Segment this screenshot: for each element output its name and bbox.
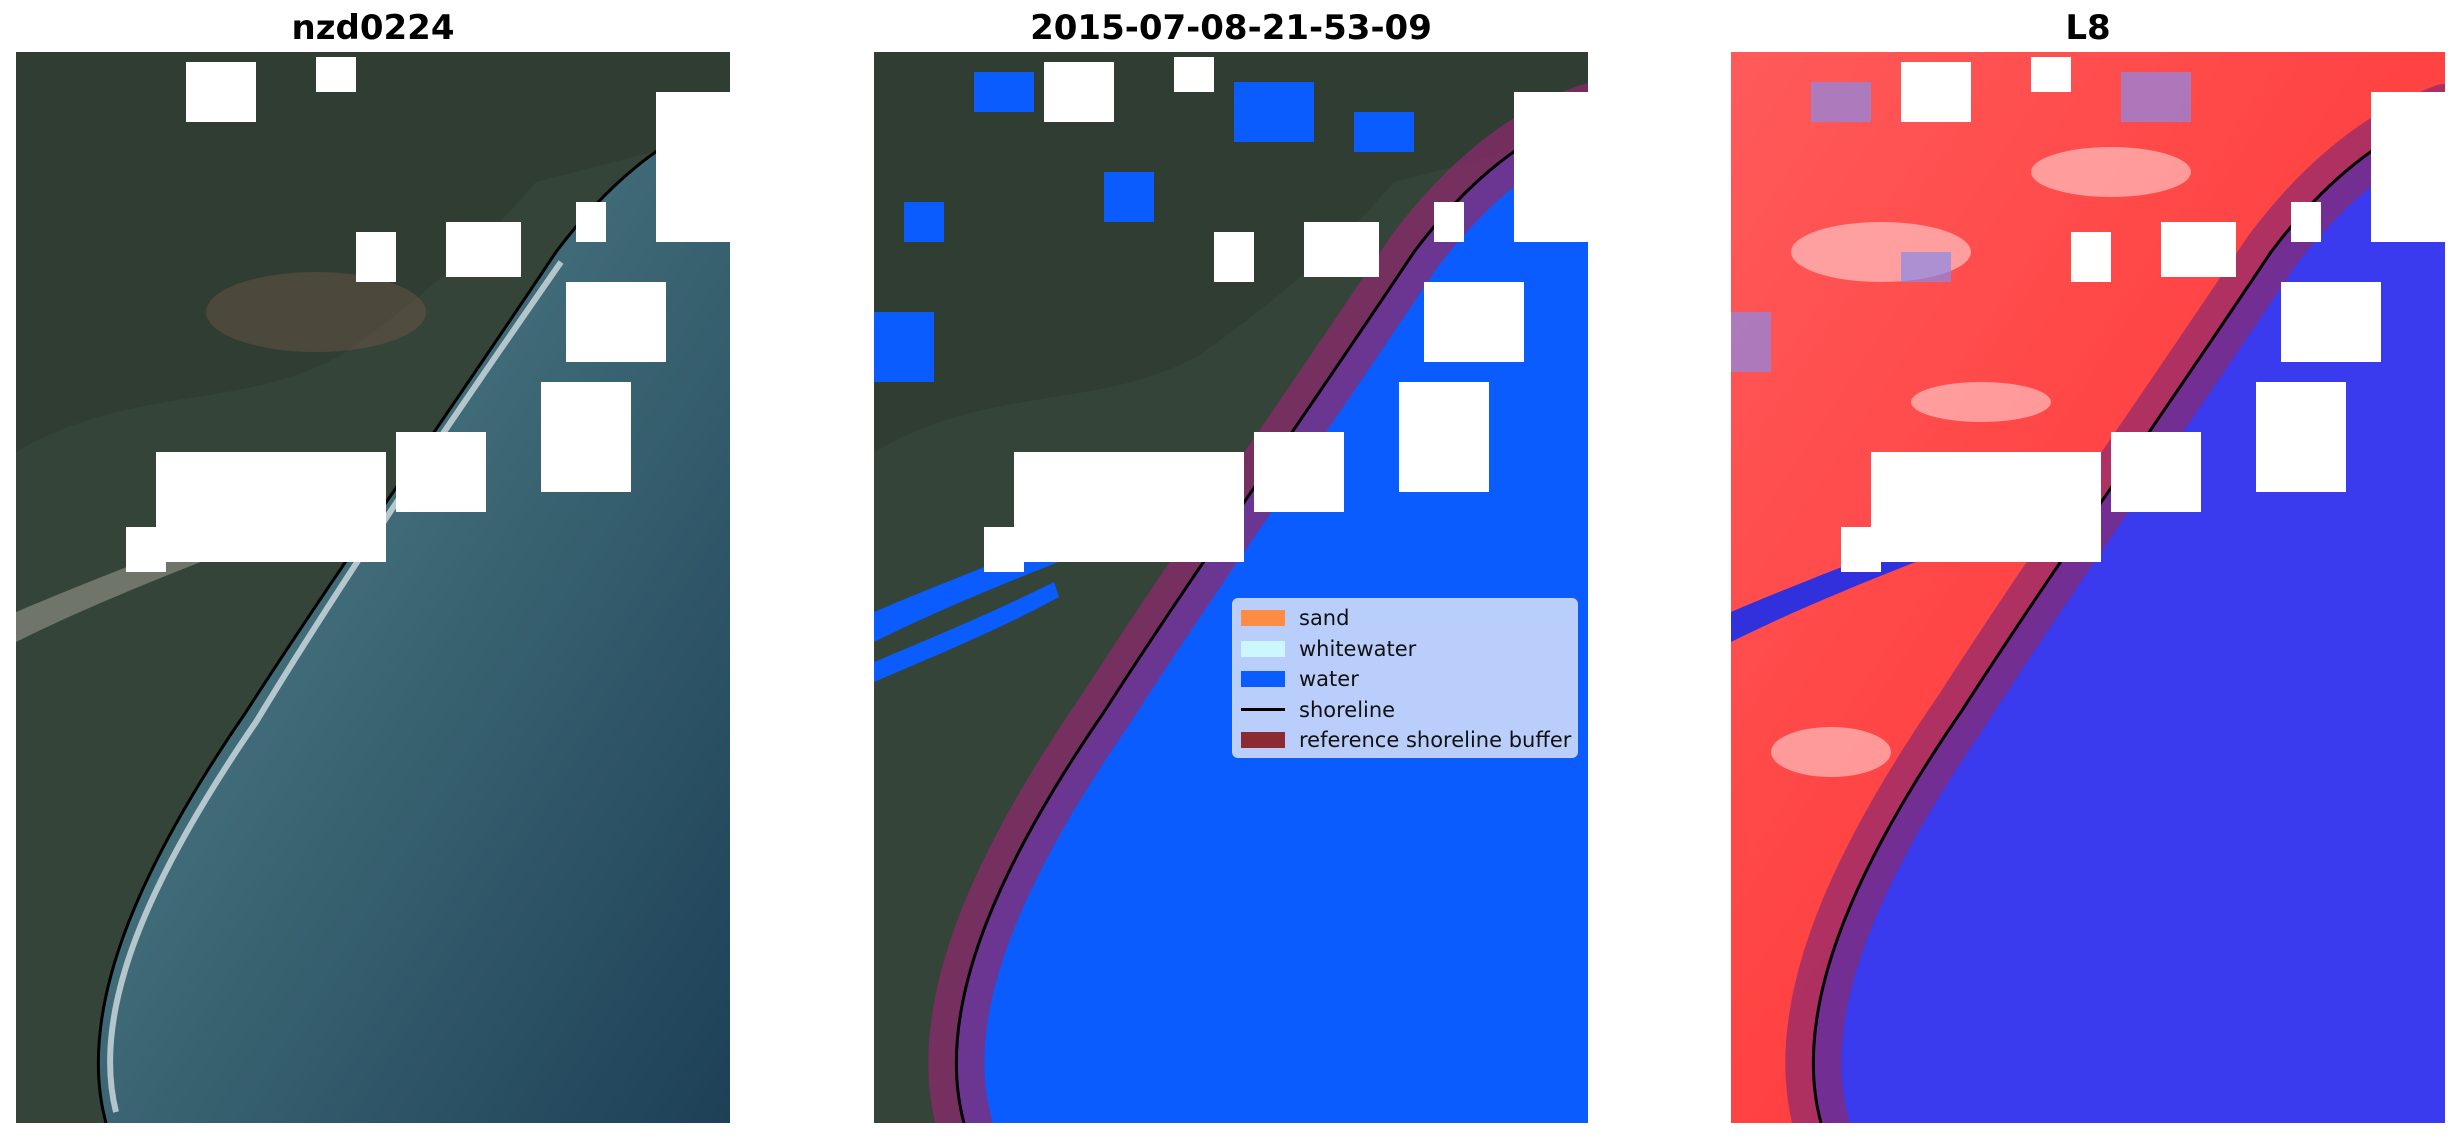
panel-title-classified: 2015-07-08-21-53-09 xyxy=(1030,8,1432,48)
shoreline-line-swatch xyxy=(1241,708,1285,712)
cloud-mask xyxy=(984,57,1588,572)
legend-item-shoreline: shoreline xyxy=(1241,695,1569,726)
legend-label: shoreline xyxy=(1299,697,1396,722)
legend-item-buffer: reference shoreline buffer xyxy=(1241,725,1572,756)
legend-label: whitewater xyxy=(1299,636,1417,661)
index-image xyxy=(1731,52,2445,1123)
cloud-mask xyxy=(1841,57,2445,572)
legend-item-water: water xyxy=(1241,664,1569,695)
sand-swatch xyxy=(1241,610,1285,627)
cloud-mask xyxy=(126,57,730,572)
water-swatch xyxy=(1241,671,1285,688)
whitewater-swatch xyxy=(1241,640,1285,657)
panel-title-index: L8 xyxy=(2065,8,2111,48)
legend: sand whitewater water shoreline referenc… xyxy=(1232,598,1578,758)
legend-label: reference shoreline buffer xyxy=(1299,728,1572,753)
buffer-swatch xyxy=(1241,732,1285,749)
panel-title-rgb: nzd0224 xyxy=(291,8,455,48)
satellite-rgb-panel xyxy=(16,52,730,1123)
rgb-image xyxy=(16,52,730,1123)
legend-label: water xyxy=(1299,667,1359,692)
legend-item-whitewater: whitewater xyxy=(1241,634,1569,665)
sea-index xyxy=(1813,112,2445,1123)
index-panel xyxy=(1731,52,2445,1123)
classified-panel xyxy=(874,52,1588,1123)
classified-image xyxy=(874,52,1588,1123)
sea-area xyxy=(98,112,730,1123)
legend-item-sand: sand xyxy=(1241,603,1569,634)
legend-label: sand xyxy=(1299,606,1350,631)
